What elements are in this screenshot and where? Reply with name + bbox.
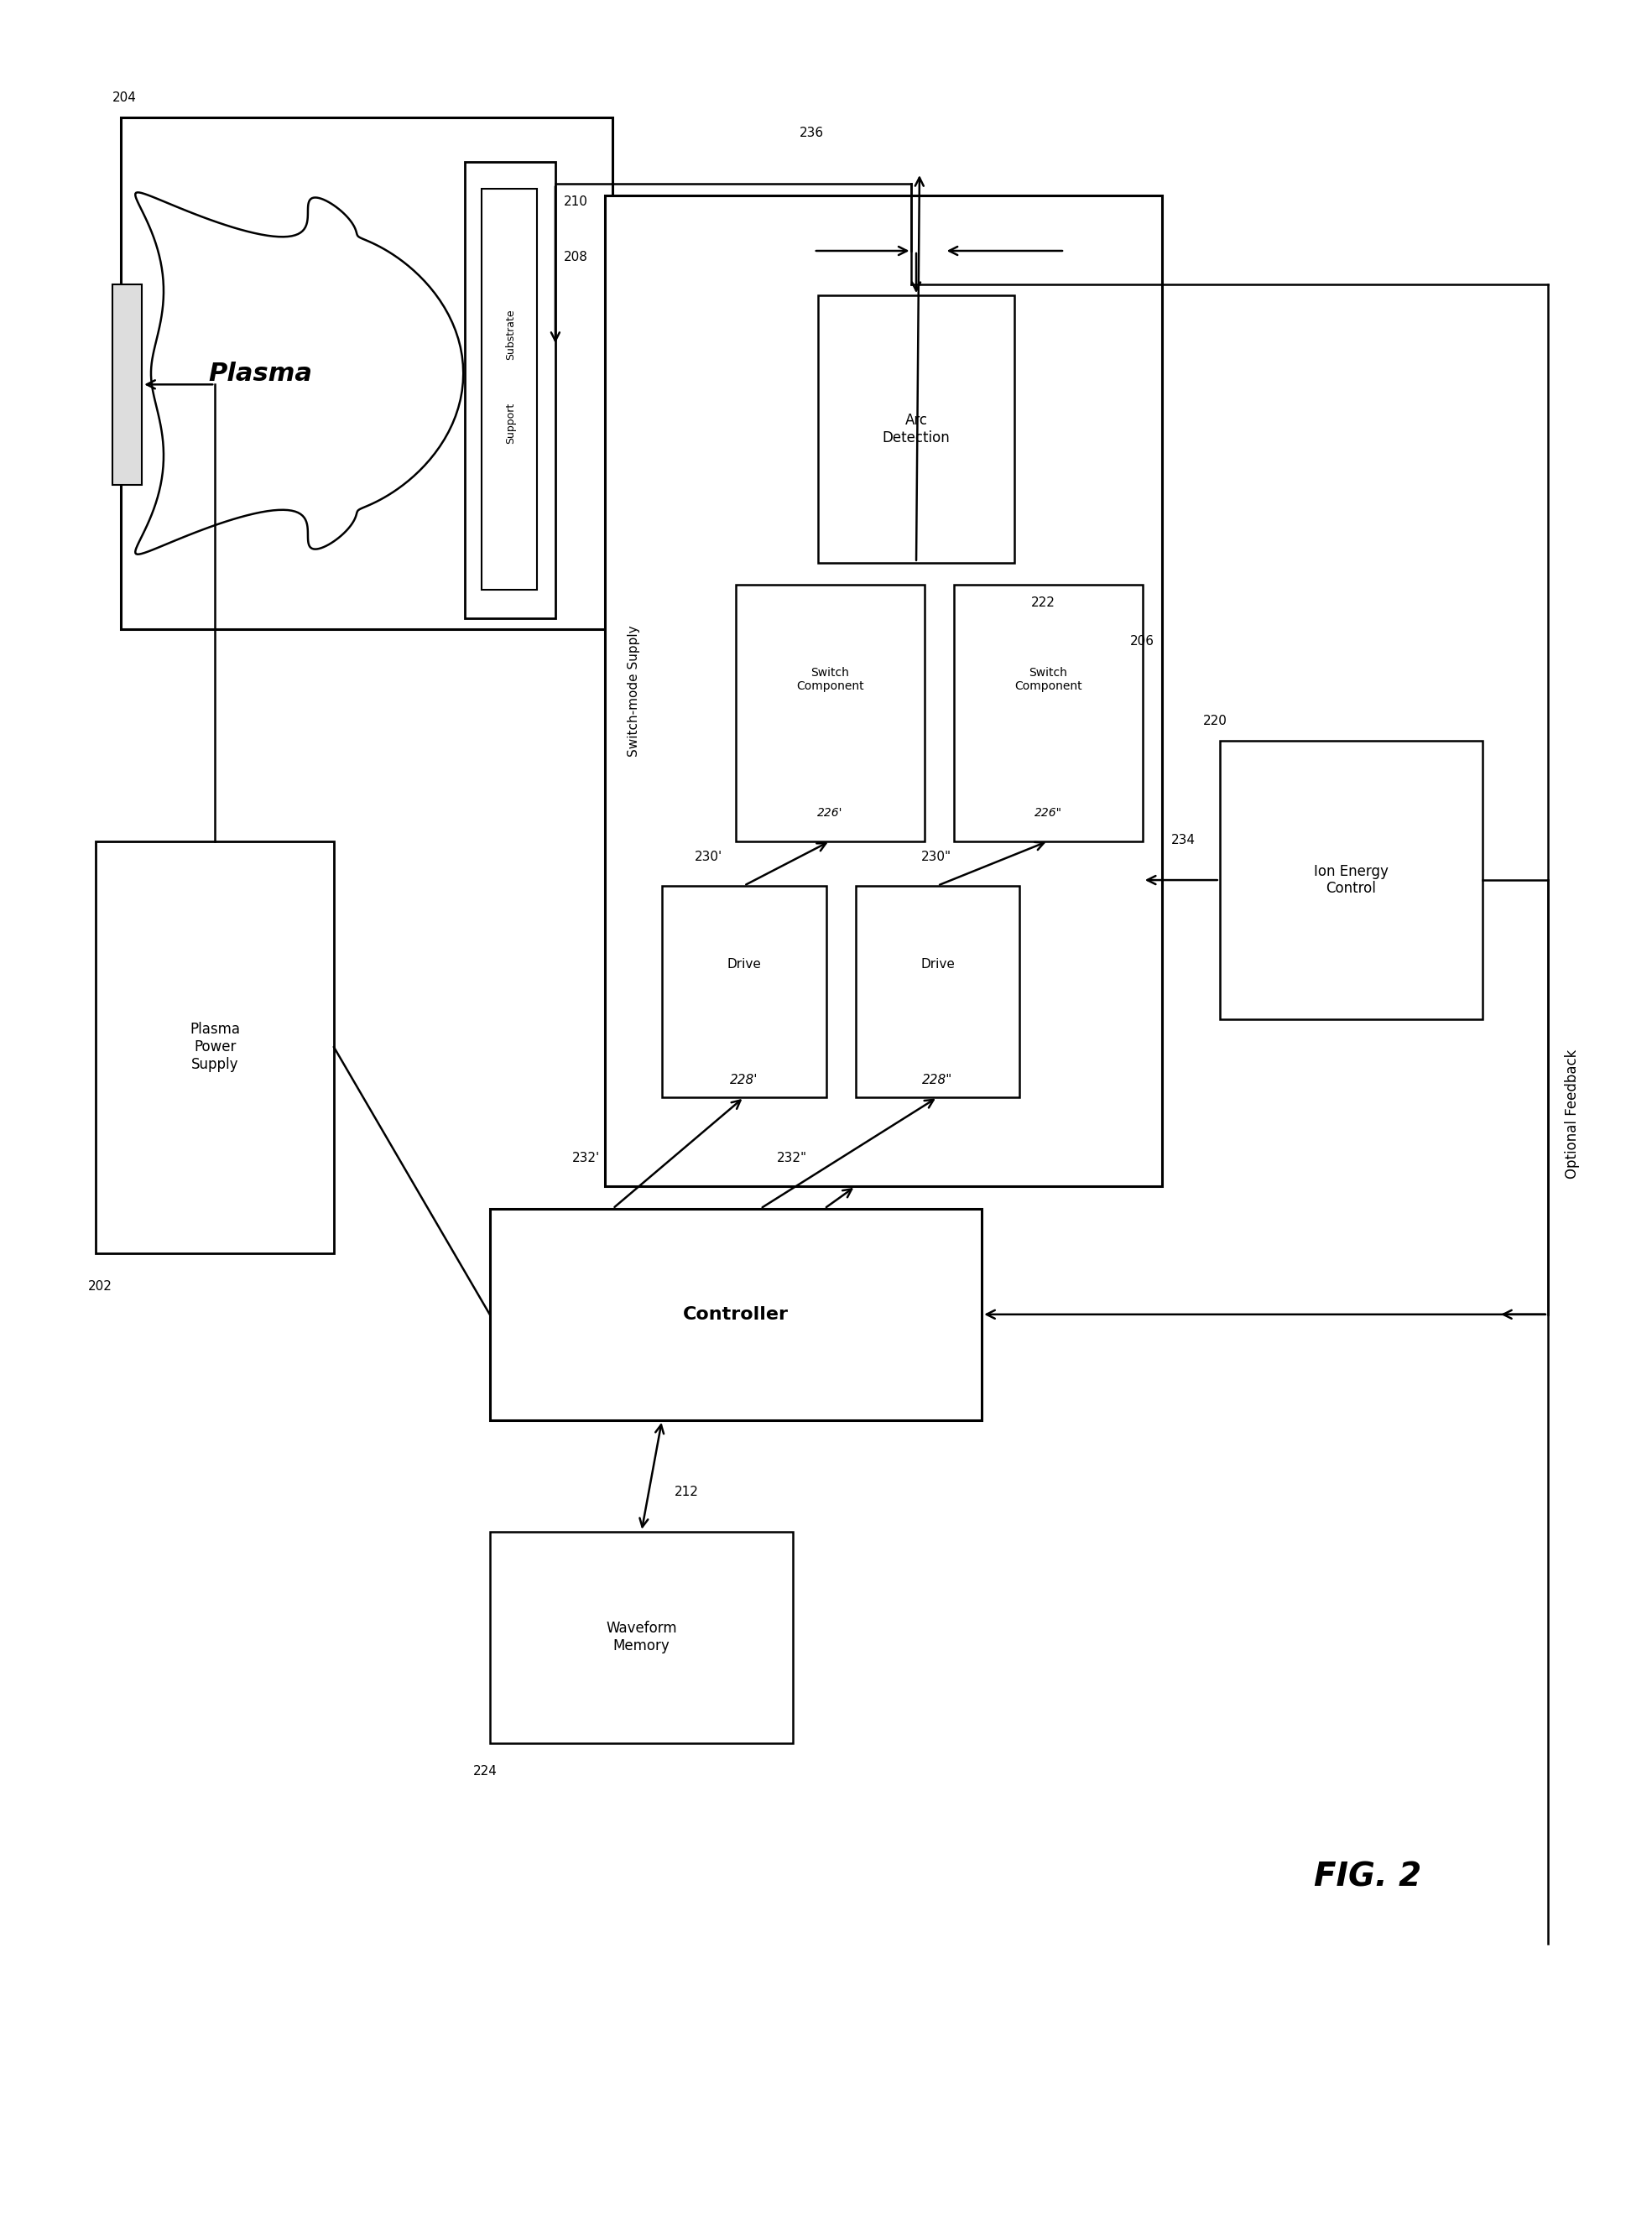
FancyBboxPatch shape — [953, 584, 1143, 842]
Text: Ion Energy
Control: Ion Energy Control — [1313, 864, 1388, 896]
Text: 222: 222 — [1031, 596, 1056, 609]
Text: 236: 236 — [800, 128, 824, 139]
FancyBboxPatch shape — [605, 195, 1163, 1187]
Text: 204: 204 — [112, 92, 137, 103]
Text: 210: 210 — [563, 195, 588, 208]
Text: 232': 232' — [572, 1151, 600, 1164]
Text: Substrate: Substrate — [506, 309, 515, 360]
Text: 230": 230" — [922, 851, 952, 864]
FancyBboxPatch shape — [466, 161, 555, 618]
FancyBboxPatch shape — [481, 188, 537, 589]
FancyBboxPatch shape — [735, 584, 925, 842]
Text: Plasma: Plasma — [208, 360, 312, 385]
Text: 212: 212 — [674, 1484, 699, 1498]
Text: 224: 224 — [474, 1764, 497, 1778]
Text: Arc
Detection: Arc Detection — [882, 412, 950, 446]
Text: 228': 228' — [730, 1072, 758, 1086]
Text: 226': 226' — [818, 806, 843, 819]
Text: Controller: Controller — [682, 1305, 788, 1323]
Text: 232": 232" — [776, 1151, 808, 1164]
Text: Plasma
Power
Supply: Plasma Power Supply — [190, 1023, 240, 1072]
Text: Switch
Component: Switch Component — [796, 667, 864, 692]
FancyBboxPatch shape — [489, 1209, 981, 1420]
FancyBboxPatch shape — [96, 842, 334, 1254]
PathPatch shape — [135, 193, 463, 555]
FancyBboxPatch shape — [856, 887, 1019, 1097]
Text: 208: 208 — [563, 251, 588, 264]
Text: 202: 202 — [88, 1281, 112, 1292]
Text: Optional Feedback: Optional Feedback — [1564, 1050, 1579, 1178]
FancyBboxPatch shape — [818, 296, 1014, 562]
Text: Support: Support — [506, 403, 515, 443]
Text: 230': 230' — [695, 851, 722, 864]
Text: FIG. 2: FIG. 2 — [1313, 1861, 1421, 1892]
Text: 220: 220 — [1203, 714, 1227, 728]
Text: Switch-mode Supply: Switch-mode Supply — [628, 625, 641, 757]
Text: 234: 234 — [1171, 835, 1194, 846]
FancyBboxPatch shape — [121, 116, 613, 629]
Text: Drive: Drive — [727, 958, 762, 972]
FancyBboxPatch shape — [1219, 741, 1482, 1019]
Text: 206: 206 — [1130, 636, 1155, 647]
Text: Switch
Component: Switch Component — [1014, 667, 1082, 692]
Text: 226": 226" — [1034, 806, 1062, 819]
FancyBboxPatch shape — [112, 284, 142, 484]
Text: Waveform
Memory: Waveform Memory — [606, 1621, 677, 1655]
Text: 228": 228" — [922, 1072, 953, 1086]
FancyBboxPatch shape — [662, 887, 826, 1097]
Text: Drive: Drive — [920, 958, 955, 972]
FancyBboxPatch shape — [489, 1531, 793, 1744]
